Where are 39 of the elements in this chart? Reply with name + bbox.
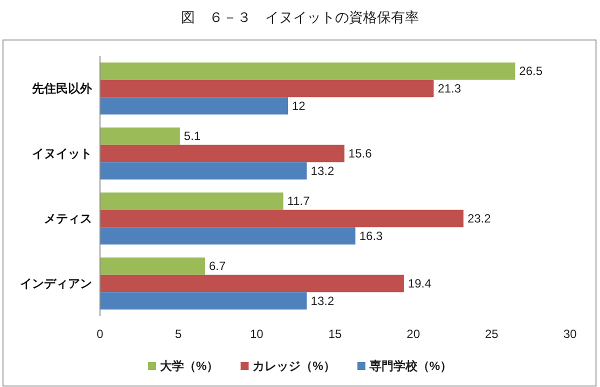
data-label: 13.2 (310, 164, 334, 178)
data-label: 12 (292, 98, 306, 113)
y-tick-label: メティス (44, 212, 92, 226)
x-tick-label: 15 (328, 327, 342, 341)
legend-label: カレッジ（%） (252, 359, 336, 373)
chart-title: 図 ６－３ イヌイットの資格保有率 (181, 10, 419, 26)
bar (100, 258, 205, 275)
legend-label: 大学（%） (160, 359, 219, 373)
y-tick-label: イヌイット (32, 146, 92, 160)
bar (100, 162, 307, 180)
y-tick-label: インディアン (20, 276, 92, 290)
x-tick-label: 10 (250, 327, 264, 341)
data-label: 16.3 (359, 228, 384, 243)
bar (100, 80, 434, 98)
legend-label: 専門学校（%） (368, 359, 452, 373)
x-tick-label: 0 (96, 327, 104, 341)
x-tick-label: 25 (484, 327, 499, 341)
data-label: 5.1 (184, 129, 201, 144)
bar (100, 128, 180, 145)
data-label: 13.2 (310, 294, 334, 308)
data-label: 21.3 (438, 82, 462, 96)
data-label: 23.2 (467, 212, 492, 226)
y-tick-label: 先住民以外 (31, 82, 93, 96)
bar (100, 62, 516, 80)
data-label: 19.4 (408, 276, 432, 290)
bar (100, 210, 464, 228)
bar (100, 192, 284, 210)
bar (100, 292, 307, 310)
bar (100, 144, 344, 162)
x-tick-label: 30 (563, 327, 577, 341)
x-tick-label: 5 (174, 327, 182, 341)
data-label: 26.5 (519, 64, 543, 78)
data-label: 11.7 (287, 194, 310, 208)
bar (100, 274, 404, 292)
data-label: 6.7 (208, 259, 226, 274)
data-label: 15.6 (348, 146, 372, 160)
x-tick-label: 20 (406, 327, 420, 341)
bar (100, 97, 288, 114)
bar (100, 227, 356, 244)
